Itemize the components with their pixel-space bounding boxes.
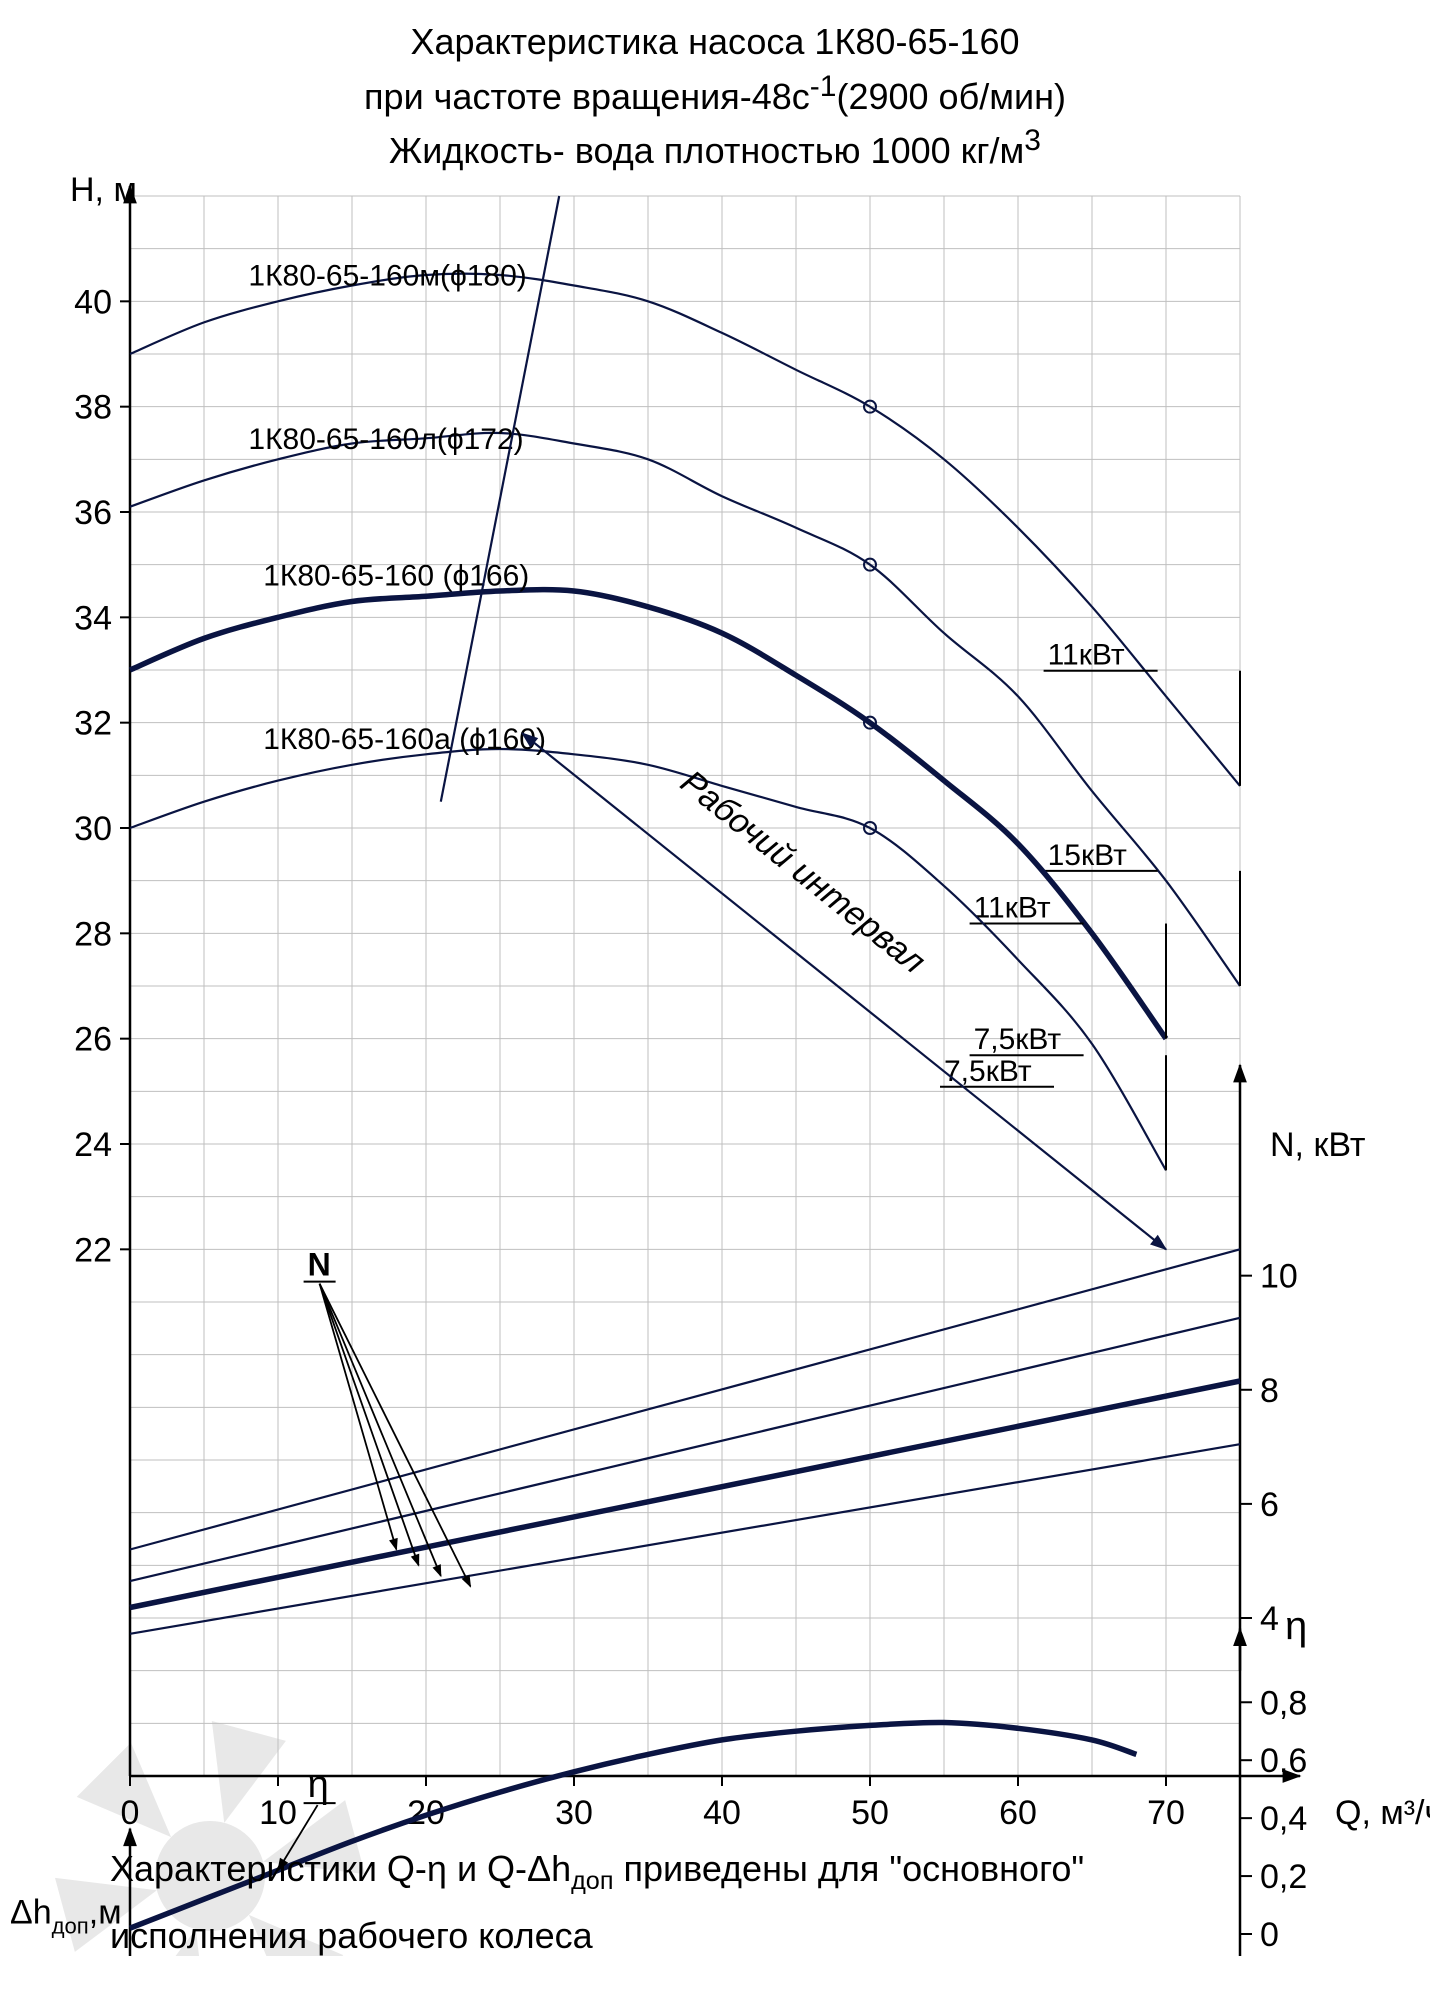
svg-text:15кВт: 15кВт xyxy=(1048,839,1128,872)
svg-text:50: 50 xyxy=(851,1794,889,1832)
svg-text:0,6: 0,6 xyxy=(1260,1742,1307,1780)
svg-text:7,5кВт: 7,5кВт xyxy=(974,1023,1062,1056)
svg-text:N, кВт: N, кВт xyxy=(1270,1126,1365,1164)
svg-text:0,2: 0,2 xyxy=(1260,1858,1307,1896)
svg-text:H, м: H, м xyxy=(70,176,137,209)
svg-text:Рабочий интервал: Рабочий интервал xyxy=(673,763,932,981)
svg-text:1К80-65-160 (ϕ166): 1К80-65-160 (ϕ166) xyxy=(263,560,529,593)
svg-text:Q, м³/ч: Q, м³/ч xyxy=(1335,1794,1430,1832)
footer-line2: исполнения рабочего колеса xyxy=(110,1915,593,1956)
svg-text:6: 6 xyxy=(1260,1486,1279,1524)
svg-text:30: 30 xyxy=(74,810,112,848)
title-line3a: Жидкость- вода плотностью 1000 кг/м xyxy=(389,130,1024,171)
svg-text:36: 36 xyxy=(74,494,112,532)
svg-text:0,4: 0,4 xyxy=(1260,1800,1307,1838)
svg-text:0,8: 0,8 xyxy=(1260,1684,1307,1722)
svg-text:1К80-65-160л(ϕ172): 1К80-65-160л(ϕ172) xyxy=(248,423,523,456)
footer-line1-sub: доп xyxy=(571,1867,613,1895)
svg-text:28: 28 xyxy=(74,915,112,953)
svg-text:38: 38 xyxy=(74,388,112,426)
svg-text:11кВт: 11кВт xyxy=(974,891,1051,924)
svg-text:22: 22 xyxy=(74,1231,112,1269)
svg-text:26: 26 xyxy=(74,1020,112,1058)
title-line3-sup: 3 xyxy=(1024,124,1041,157)
svg-text:40: 40 xyxy=(703,1794,741,1832)
svg-text:10: 10 xyxy=(1260,1257,1298,1295)
svg-text:40: 40 xyxy=(74,283,112,321)
footer-line1b: приведены для "основного" xyxy=(613,1848,1084,1889)
svg-text:60: 60 xyxy=(999,1794,1037,1832)
title-line1: Характеристика насоса 1К80-65-160 xyxy=(410,21,1019,62)
svg-text:10: 10 xyxy=(259,1794,297,1832)
svg-text:N: N xyxy=(308,1246,331,1282)
svg-text:30: 30 xyxy=(555,1794,593,1832)
title-line2-sup: -1 xyxy=(810,70,837,103)
svg-text:32: 32 xyxy=(74,704,112,742)
footer-line1a: Характеристики Q-η и Q-Δh xyxy=(110,1848,571,1889)
title-line2b: (2900 об/мин) xyxy=(836,76,1065,117)
svg-text:24: 24 xyxy=(74,1126,112,1164)
svg-text:0: 0 xyxy=(121,1794,140,1832)
svg-text:11кВт: 11кВт xyxy=(1048,639,1125,672)
svg-text:70: 70 xyxy=(1147,1794,1185,1832)
svg-text:0: 0 xyxy=(1260,1916,1279,1954)
svg-text:1К80-65-160м(ϕ180): 1К80-65-160м(ϕ180) xyxy=(248,259,526,292)
svg-text:34: 34 xyxy=(74,599,112,637)
svg-text:η: η xyxy=(308,1764,329,1806)
pump-chart: 010203040506070Q, м³/ч222426283032343638… xyxy=(0,176,1430,1956)
svg-text:η: η xyxy=(1285,1604,1307,1648)
svg-text:1К80-65-160а (ϕ160): 1К80-65-160а (ϕ160) xyxy=(263,723,546,756)
svg-text:4: 4 xyxy=(1260,1600,1279,1638)
title-line2a: при частоте вращения-48с xyxy=(364,76,810,117)
svg-text:8: 8 xyxy=(1260,1372,1279,1410)
